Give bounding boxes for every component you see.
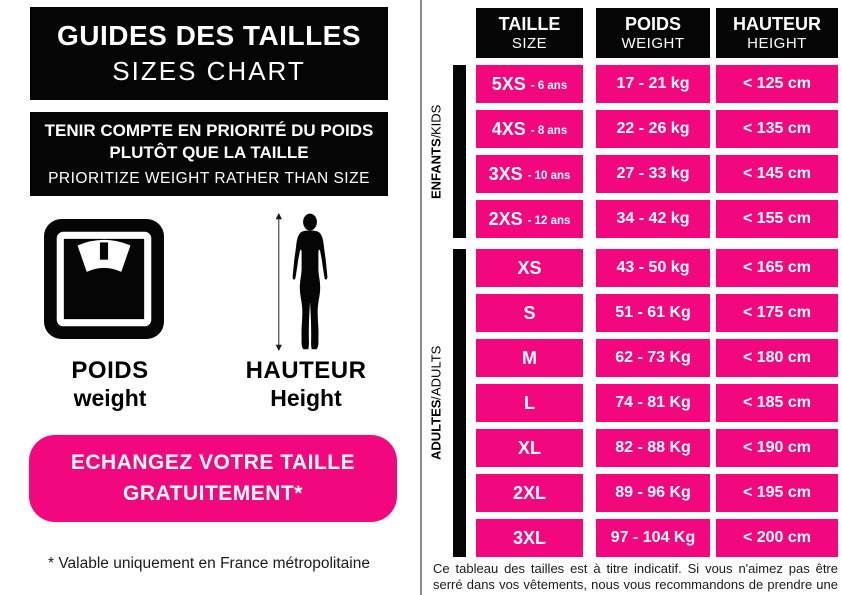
table-row-xs: XS 43 - 50 kg < 165 cm [425, 249, 842, 287]
size-value: 3XS [488, 163, 523, 184]
notice-text-fr: TENIR COMPTE EN PRIORITÉ DU POIDS PLUTÔT… [45, 120, 374, 163]
weight-cell: 51 - 61 Kg [596, 294, 710, 332]
size-value: 4XS [491, 118, 526, 139]
table-row-3xs: 3XS - 10 ans 27 - 33 kg < 145 cm [425, 155, 842, 193]
height-label: HAUTEUR Height [226, 357, 386, 412]
size-cell: XL [476, 429, 583, 467]
height-cell: < 200 cm [716, 519, 838, 557]
height-cell: < 145 cm [716, 155, 838, 193]
table-row-3xl: 3XL 97 - 104 Kg < 200 cm [425, 519, 842, 557]
weight-cell: 97 - 104 Kg [596, 519, 710, 557]
table-row-5xs: 5XS - 6 ans 17 - 21 kg < 125 cm [425, 65, 842, 103]
height-cell: < 155 cm [716, 200, 838, 238]
free-exchange-banner: ECHANGEZ VOTRE TAILLE GRATUITEMENT* [29, 435, 397, 522]
size-cell: L [476, 384, 583, 422]
size-cell: 3XL [476, 519, 583, 557]
exchange-line1: ECHANGEZ VOTRE TAILLE [70, 451, 356, 475]
size-value: L [524, 392, 535, 413]
weight-label-fr: POIDS [71, 357, 149, 384]
size-table-panel: TAILLE SIZE POIDS WEIGHT HAUTEUR HEIGHT … [425, 0, 842, 595]
height-cell: < 165 cm [716, 249, 838, 287]
age-value: - 10 ans [527, 169, 571, 182]
exchange-line2: GRATUITEMENT* [123, 481, 303, 505]
height-cell: < 195 cm [716, 474, 838, 512]
size-value: S [523, 302, 536, 323]
measure-arrow-icon [275, 213, 282, 351]
weight-cell: 82 - 88 Kg [596, 429, 710, 467]
size-cell: S [476, 294, 583, 332]
size-cell: XS [476, 249, 583, 287]
table-row-m: M 62 - 73 Kg < 180 cm [425, 339, 842, 377]
table-row-l: L 74 - 81 Kg < 185 cm [425, 384, 842, 422]
footnote-text: * Valable uniquement en France métropoli… [48, 555, 370, 572]
disclaimer-text: Ce tableau des tailles est à titre indic… [433, 561, 838, 595]
header-size: TAILLE SIZE [476, 8, 583, 58]
header-height-fr: HAUTEUR [733, 14, 821, 35]
size-value: 5XS [491, 73, 526, 94]
size-value: 2XS [488, 208, 523, 229]
notice-box: TENIR COMPTE EN PRIORITÉ DU POIDS PLUTÔT… [30, 112, 388, 196]
height-cell: < 135 cm [716, 110, 838, 148]
table-row-4xs: 4XS - 8 ans 22 - 26 kg < 135 cm [425, 110, 842, 148]
age-value: - 8 ans [530, 124, 568, 137]
page-title-fr: GUIDES DES TAILLES [56, 20, 362, 51]
weight-scale-icon [44, 219, 164, 339]
age-value: - 12 ans [527, 214, 571, 227]
height-cell: < 180 cm [716, 339, 838, 377]
weight-cell: 22 - 26 kg [596, 110, 710, 148]
table-row-s: S 51 - 61 Kg < 175 cm [425, 294, 842, 332]
header-weight: POIDS WEIGHT [596, 8, 710, 58]
weight-cell: 62 - 73 Kg [596, 339, 710, 377]
header-height: HAUTEUR HEIGHT [716, 8, 838, 58]
kids-group-bar [453, 65, 466, 238]
size-cell: 2XS - 12 ans [476, 200, 583, 238]
left-panel: GUIDES DES TAILLES SIZES CHART TENIR COM… [29, 7, 397, 595]
weight-cell: 17 - 21 kg [596, 65, 710, 103]
size-cell: 5XS - 6 ans [476, 65, 583, 103]
weight-label: POIDS weight [30, 357, 190, 412]
adults-group-bar [453, 249, 466, 557]
header-size-en: SIZE [511, 34, 548, 52]
table-row-2xs: 2XS - 12 ans 34 - 42 kg < 155 cm [425, 200, 842, 238]
table-row-xl: XL 82 - 88 Kg < 190 cm [425, 429, 842, 467]
title-box: GUIDES DES TAILLES SIZES CHART [30, 7, 388, 100]
divider-line [420, 0, 422, 595]
weight-cell: 74 - 81 Kg [596, 384, 710, 422]
header-weight-fr: POIDS [624, 14, 681, 35]
weight-cell: 43 - 50 kg [596, 249, 710, 287]
header-height-en: HEIGHT [747, 34, 807, 52]
notice-fr-line2: PLUTÔT QUE LA TAILLE [109, 142, 309, 162]
weight-cell: 34 - 42 kg [596, 200, 710, 238]
header-size-fr: TAILLE [498, 14, 561, 35]
height-person-icon [275, 213, 328, 351]
header-weight-en: WEIGHT [621, 34, 685, 52]
page-title-en: SIZES CHART [112, 56, 306, 86]
weight-cell: 27 - 33 kg [596, 155, 710, 193]
notice-fr-line1: TENIR COMPTE EN PRIORITÉ DU POIDS [44, 121, 374, 141]
height-cell: < 190 cm [716, 429, 838, 467]
notice-text-en: PRIORITIZE WEIGHT RATHER THAN SIZE [48, 169, 370, 187]
size-cell: 2XL [476, 474, 583, 512]
height-label-en: Height [270, 385, 342, 411]
age-value: - 6 ans [530, 79, 568, 92]
size-value: XS [517, 257, 542, 278]
weight-label-en: weight [73, 385, 147, 411]
height-label-fr: HAUTEUR [245, 357, 367, 384]
weight-cell: 89 - 96 Kg [596, 474, 710, 512]
height-cell: < 185 cm [716, 384, 838, 422]
size-cell: M [476, 339, 583, 377]
table-row-2xl: 2XL 89 - 96 Kg < 195 cm [425, 474, 842, 512]
height-cell: < 175 cm [716, 294, 838, 332]
size-value: M [522, 347, 537, 368]
size-cell: 4XS - 8 ans [476, 110, 583, 148]
size-value: 2XL [512, 482, 546, 503]
size-value: 3XL [512, 527, 546, 548]
size-cell: 3XS - 10 ans [476, 155, 583, 193]
height-cell: < 125 cm [716, 65, 838, 103]
size-value: XL [517, 437, 541, 458]
